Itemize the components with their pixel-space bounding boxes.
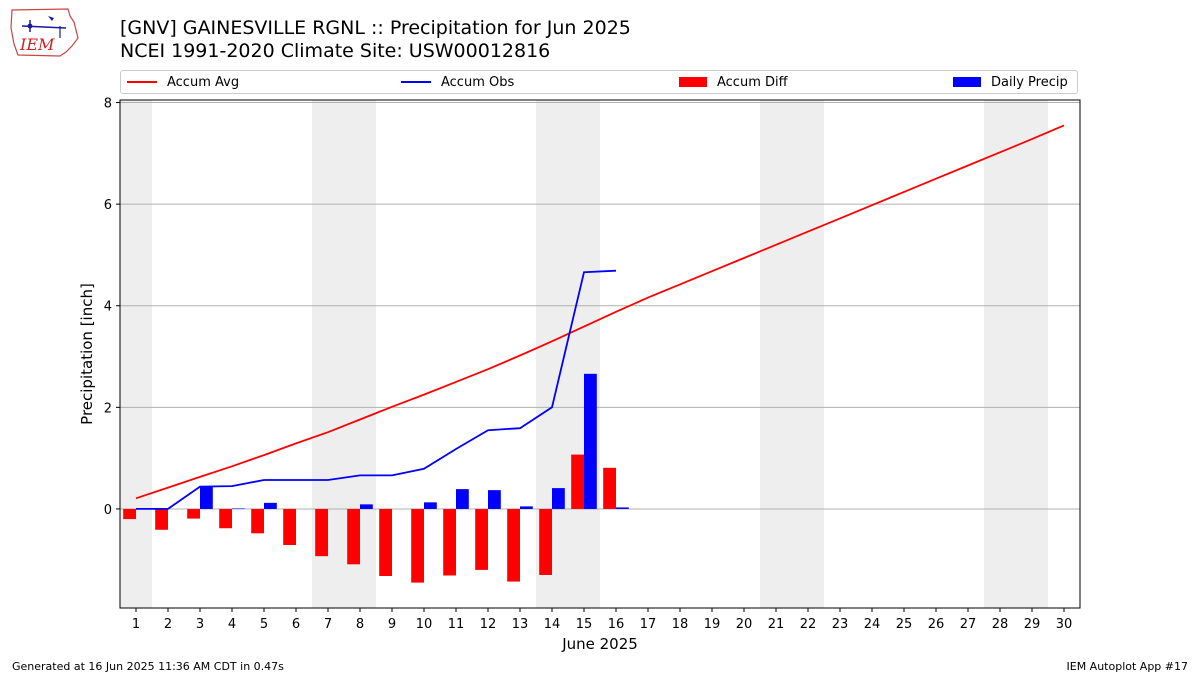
x-tick-label-17: 17: [640, 617, 657, 632]
accum-diff-bar-14: [539, 508, 552, 575]
daily-precip-bar-4: [232, 508, 245, 509]
x-tick-label-10: 10: [416, 617, 433, 632]
x-tick-label-30: 30: [1056, 617, 1073, 632]
accum-diff-bar-9: [379, 508, 392, 576]
x-tick-label-3: 3: [196, 617, 204, 632]
x-tick-label-16: 16: [608, 617, 625, 632]
x-tick-label-15: 15: [576, 617, 593, 632]
accum-avg-line: [135, 124, 1065, 500]
x-tick-label-6: 6: [292, 617, 300, 632]
plot-frame: [119, 99, 1081, 609]
y-tick-label-6: 6: [104, 198, 112, 213]
daily-precip-bar-8: [360, 504, 373, 509]
legend-swatch-accum-avg: [127, 81, 157, 83]
y-ticks: 0 2 4 6 8: [104, 97, 120, 518]
y-tick-label-4: 4: [104, 300, 112, 315]
bars: [123, 373, 629, 583]
x-tick-label-18: 18: [672, 617, 689, 632]
weekend-band-4: [760, 100, 824, 608]
x-tick-label-1: 1: [132, 617, 140, 632]
x-tick-label-27: 27: [960, 617, 977, 632]
accum-diff-bar-1: [123, 508, 136, 520]
footer-generated: Generated at 16 Jun 2025 11:36 AM CDT in…: [12, 660, 284, 673]
iem-logo: IEM: [10, 8, 79, 57]
accum-diff-bar-8: [347, 508, 360, 565]
legend-item-accum-obs: Accum Obs: [401, 71, 514, 93]
x-ticks: 1 2 3 4 5 6 7 8 9 10 11 12 13 14 15 16 17 18 19 20 21 22 23 24 2…: [132, 608, 1072, 632]
series-lines: [135, 124, 1065, 510]
accum-diff-bar-16: [603, 467, 616, 509]
x-tick-label-4: 4: [228, 617, 236, 632]
grid-lines: [120, 102, 1080, 510]
accum-obs-line: [136, 269, 617, 510]
accum-diff-bar-4: [219, 508, 232, 529]
weekend-shading: [120, 100, 1048, 608]
x-tick-label-28: 28: [992, 617, 1009, 632]
x-axis-label: June 2025: [561, 635, 638, 653]
footer-app: IEM Autoplot App #17: [1066, 660, 1189, 673]
y-tick-label-2: 2: [104, 401, 112, 416]
y-axis-label: Precipitation [inch]: [78, 283, 96, 425]
accum-diff-bar-2: [155, 508, 168, 530]
chart-title: [GNV] GAINESVILLE RGNL :: Precipitation …: [120, 17, 631, 39]
x-tick-label-12: 12: [480, 617, 497, 632]
accum-diff-bar-7: [315, 508, 328, 557]
accum-diff-bar-10: [411, 508, 424, 583]
legend-swatch-accum-diff: [679, 77, 707, 87]
daily-precip-bar-11: [456, 489, 469, 509]
x-tick-label-5: 5: [260, 617, 268, 632]
legend: Accum Avg Accum Obs Accum Diff Daily Pre…: [120, 70, 1078, 94]
legend-swatch-daily-precip: [953, 77, 981, 87]
chart-subtitle: NCEI 1991-2020 Climate Site: USW00012816: [120, 40, 551, 62]
x-tick-label-21: 21: [768, 617, 785, 632]
daily-precip-bar-10: [424, 502, 437, 509]
accum-diff-bar-6: [283, 508, 296, 546]
legend-item-accum-diff: Accum Diff: [679, 71, 788, 93]
accum-diff-bar-11: [443, 508, 456, 576]
x-tick-label-9: 9: [388, 617, 396, 632]
daily-precip-bar-12: [488, 490, 501, 509]
daily-precip-bar-5: [264, 502, 277, 509]
accum-diff-bar-5: [251, 508, 264, 534]
legend-item-accum-avg: Accum Avg: [127, 71, 239, 93]
weekend-band-1: [120, 100, 152, 608]
x-tick-label-25: 25: [896, 617, 913, 632]
accum-diff-bar-12: [475, 508, 488, 570]
legend-label-accum-diff: Accum Diff: [717, 74, 788, 90]
legend-label-daily-precip: Daily Precip: [991, 74, 1068, 90]
daily-precip-bar-16: [616, 507, 629, 509]
x-tick-label-20: 20: [736, 617, 753, 632]
x-tick-label-13: 13: [512, 617, 529, 632]
x-tick-label-26: 26: [928, 617, 945, 632]
x-tick-label-11: 11: [448, 617, 465, 632]
x-tick-label-8: 8: [356, 617, 364, 632]
accum-diff-bar-3: [187, 508, 200, 519]
x-tick-label-7: 7: [324, 617, 332, 632]
x-tick-label-14: 14: [544, 617, 561, 632]
x-tick-label-2: 2: [164, 617, 172, 632]
legend-swatch-accum-obs: [401, 81, 431, 83]
daily-precip-bar-14: [552, 488, 565, 509]
y-tick-label-0: 0: [104, 503, 112, 518]
weekend-band-5: [984, 100, 1048, 608]
x-tick-label-19: 19: [704, 617, 721, 632]
daily-precip-bar-3: [200, 486, 213, 509]
logo-text: IEM: [19, 35, 55, 54]
accum-diff-bar-15: [571, 454, 584, 509]
x-tick-label-29: 29: [1024, 617, 1041, 632]
y-tick-label-8: 8: [104, 97, 112, 112]
x-tick-label-22: 22: [800, 617, 817, 632]
legend-label-accum-avg: Accum Avg: [167, 74, 240, 90]
daily-precip-bar-15: [584, 373, 597, 509]
x-tick-label-23: 23: [832, 617, 849, 632]
accum-diff-bar-13: [507, 508, 520, 582]
legend-label-accum-obs: Accum Obs: [441, 74, 515, 90]
legend-item-daily-precip: Daily Precip: [953, 71, 1068, 93]
x-tick-label-24: 24: [864, 617, 881, 632]
daily-precip-bar-13: [520, 506, 533, 509]
